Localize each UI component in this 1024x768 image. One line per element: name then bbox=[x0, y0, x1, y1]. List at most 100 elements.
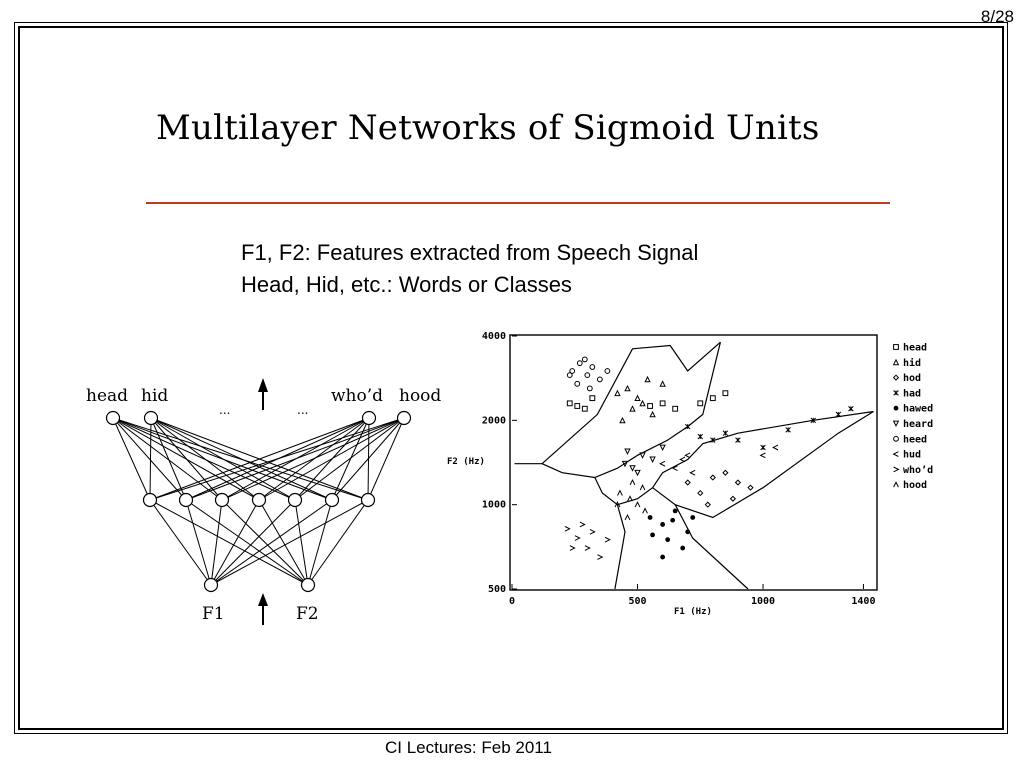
data-point bbox=[697, 433, 704, 440]
data-point bbox=[614, 389, 621, 397]
network-edge bbox=[258, 499, 309, 586]
data-point bbox=[722, 390, 729, 397]
y-tick-label: 1000 bbox=[482, 500, 506, 511]
data-point bbox=[614, 501, 621, 508]
legend-label: hod bbox=[903, 373, 921, 384]
data-point bbox=[589, 528, 596, 535]
data-point bbox=[589, 364, 596, 370]
network-edge bbox=[185, 499, 212, 586]
data-point bbox=[685, 529, 691, 535]
data-point bbox=[624, 448, 631, 455]
data-point bbox=[689, 469, 696, 476]
data-point bbox=[604, 368, 611, 374]
network-edge bbox=[210, 499, 296, 586]
slide-frame-outer bbox=[14, 22, 1008, 734]
data-point bbox=[680, 545, 686, 551]
data-point bbox=[629, 478, 636, 486]
data-point bbox=[586, 385, 593, 392]
x-tick-label: 0 bbox=[509, 596, 515, 607]
data-point bbox=[649, 456, 656, 463]
data-point bbox=[649, 410, 656, 418]
ellipsis-right: ... bbox=[297, 403, 308, 417]
data-point bbox=[642, 507, 648, 514]
data-point bbox=[709, 474, 716, 481]
data-point bbox=[647, 403, 653, 409]
data-point bbox=[650, 532, 655, 538]
data-point bbox=[634, 469, 641, 477]
legend-label: heard bbox=[903, 419, 933, 430]
legend-marker bbox=[892, 451, 899, 457]
network-edge bbox=[294, 499, 309, 586]
y-tick-label: 500 bbox=[488, 584, 506, 595]
output-node bbox=[143, 410, 159, 426]
data-point bbox=[697, 400, 704, 407]
data-point bbox=[660, 554, 666, 560]
data-point bbox=[659, 460, 666, 467]
output-label-head: head bbox=[86, 386, 128, 406]
output-arrow-icon bbox=[258, 378, 268, 410]
ellipsis-left: ... bbox=[219, 403, 230, 417]
legend-label: head bbox=[903, 343, 927, 354]
region-boundary bbox=[687, 342, 721, 428]
network-edge bbox=[294, 417, 405, 501]
network-edge bbox=[150, 417, 296, 501]
data-point bbox=[760, 444, 766, 451]
data-point bbox=[659, 400, 666, 407]
network-edge bbox=[367, 417, 405, 501]
data-point bbox=[634, 394, 641, 402]
x-axis-label: F1 (Hz) bbox=[674, 607, 712, 617]
data-point bbox=[810, 417, 816, 424]
input-node bbox=[203, 577, 219, 593]
data-point bbox=[697, 489, 704, 497]
data-point bbox=[584, 545, 591, 551]
network-diagram: head hid who’d hood ... ... F1 F2 bbox=[86, 378, 441, 625]
region-boundary bbox=[594, 477, 626, 590]
legend-label: hid bbox=[903, 357, 921, 369]
region-boundary bbox=[541, 426, 689, 479]
region-boundary bbox=[514, 341, 721, 465]
data-point bbox=[659, 380, 666, 387]
data-point bbox=[722, 469, 729, 476]
hidden-node bbox=[142, 492, 158, 508]
legend-label: hood bbox=[903, 480, 927, 491]
network-nodes bbox=[105, 410, 412, 593]
legend-marker bbox=[893, 405, 899, 411]
legend: head hid hod had hawed heard heed hud who’d hood bbox=[892, 343, 933, 491]
data-point bbox=[734, 479, 742, 486]
data-point bbox=[574, 535, 581, 541]
data-point bbox=[597, 554, 604, 560]
data-points bbox=[564, 356, 854, 560]
data-point bbox=[581, 405, 588, 412]
network-edge bbox=[185, 499, 309, 586]
network-edge bbox=[150, 417, 333, 501]
data-point bbox=[684, 479, 691, 486]
hidden-node bbox=[251, 492, 267, 508]
data-point bbox=[729, 495, 737, 502]
network-edge bbox=[149, 417, 152, 501]
data-point bbox=[672, 405, 679, 412]
data-point bbox=[627, 495, 633, 502]
note-line: Head, Hid, etc.: Words or Classes bbox=[241, 272, 572, 297]
data-point bbox=[576, 360, 583, 367]
data-point bbox=[624, 513, 631, 521]
data-point bbox=[569, 368, 576, 374]
network-edge bbox=[149, 499, 309, 586]
hidden-node bbox=[178, 492, 194, 508]
legend-marker bbox=[892, 374, 900, 381]
y-axis-label: F2 (Hz) bbox=[447, 457, 485, 467]
output-node bbox=[105, 410, 121, 426]
input-node bbox=[300, 577, 316, 593]
network-edge bbox=[149, 417, 405, 501]
output-label-hood: hood bbox=[399, 386, 441, 406]
network-edge bbox=[149, 417, 370, 501]
data-point bbox=[569, 545, 576, 551]
x-tick-label: 1400 bbox=[851, 596, 875, 607]
output-label-hid: hid bbox=[141, 386, 168, 406]
legend-marker bbox=[893, 435, 899, 442]
hidden-node bbox=[214, 492, 230, 508]
legend-label: hawed bbox=[903, 404, 933, 415]
data-point bbox=[584, 372, 591, 379]
network-edge bbox=[210, 499, 260, 586]
legend-label: who’d bbox=[903, 465, 933, 476]
